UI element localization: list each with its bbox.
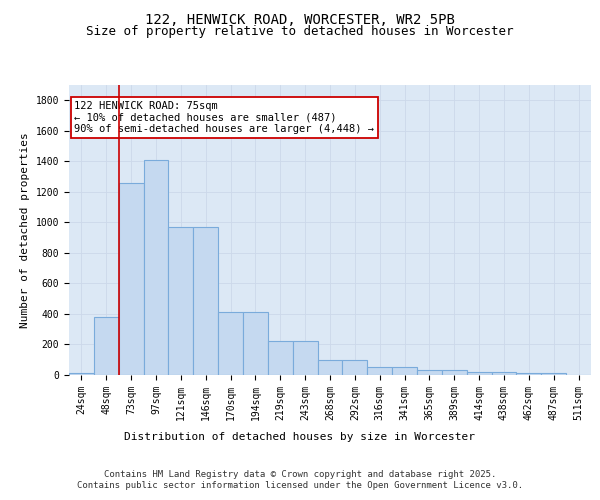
Bar	[367, 368, 392, 375]
Bar	[491, 372, 517, 375]
Bar	[143, 160, 169, 375]
Bar	[392, 368, 417, 375]
Bar	[94, 317, 119, 375]
Text: Size of property relative to detached houses in Worcester: Size of property relative to detached ho…	[86, 25, 514, 38]
Bar	[442, 370, 467, 375]
Text: Contains HM Land Registry data © Crown copyright and database right 2025.
Contai: Contains HM Land Registry data © Crown c…	[77, 470, 523, 490]
Bar	[193, 227, 218, 375]
Bar	[343, 360, 367, 375]
Bar	[169, 227, 193, 375]
Bar	[517, 374, 541, 375]
Text: 122 HENWICK ROAD: 75sqm
← 10% of detached houses are smaller (487)
90% of semi-d: 122 HENWICK ROAD: 75sqm ← 10% of detache…	[74, 101, 374, 134]
Y-axis label: Number of detached properties: Number of detached properties	[20, 132, 30, 328]
Bar	[243, 312, 268, 375]
Text: 122, HENWICK ROAD, WORCESTER, WR2 5PB: 122, HENWICK ROAD, WORCESTER, WR2 5PB	[145, 12, 455, 26]
Bar	[317, 360, 343, 375]
Bar	[467, 372, 491, 375]
Bar	[417, 370, 442, 375]
Bar	[541, 374, 566, 375]
Bar	[268, 340, 293, 375]
Bar	[69, 372, 94, 375]
Bar	[119, 182, 143, 375]
Text: Distribution of detached houses by size in Worcester: Distribution of detached houses by size …	[125, 432, 476, 442]
Bar	[218, 312, 243, 375]
Bar	[293, 340, 317, 375]
